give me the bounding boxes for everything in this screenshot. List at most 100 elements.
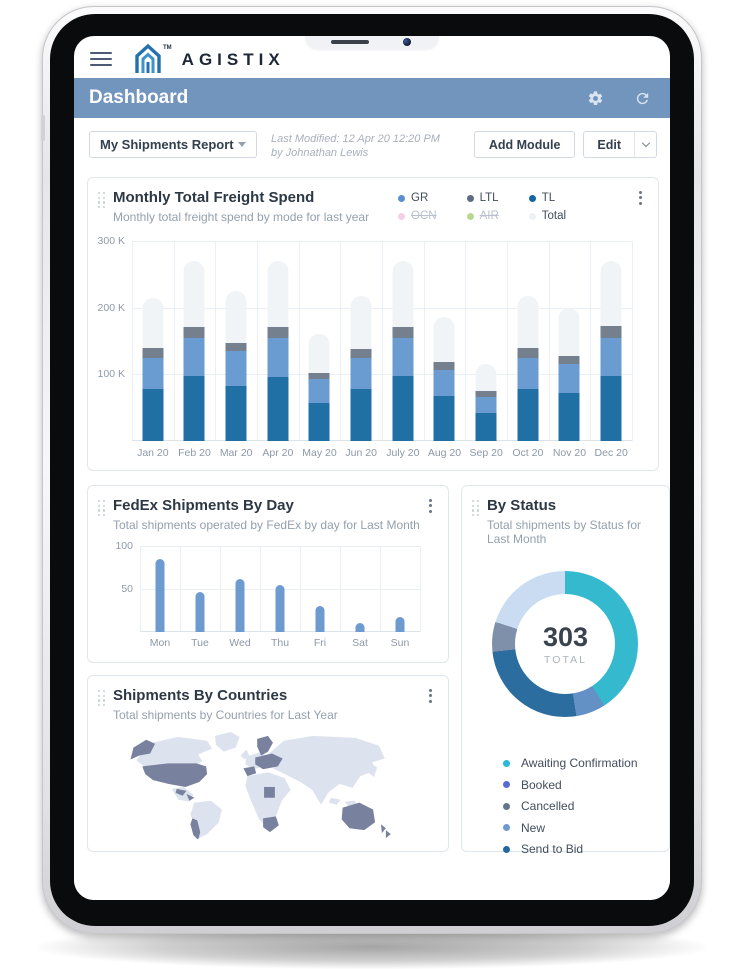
status-legend-item-Booked[interactable]: Booked (503, 778, 669, 792)
refresh-icon[interactable] (634, 90, 651, 107)
legend-label: GR (411, 192, 429, 204)
report-selector[interactable]: My Shipments Report (89, 131, 257, 158)
segment-TL (558, 393, 580, 441)
legend-label: New (521, 820, 546, 835)
freight-bar-Mar-20[interactable] (215, 241, 257, 441)
gridline (298, 241, 300, 441)
edit-button-label[interactable]: Edit (597, 137, 621, 152)
freight-bar-Jan-20[interactable] (132, 241, 174, 441)
stacked-bar[interactable] (267, 327, 289, 441)
x-axis-tick: Mon (149, 637, 171, 649)
card-menu-icon[interactable] (425, 687, 436, 705)
y-axis-tick: 50 (121, 583, 133, 595)
segment-GR (350, 358, 372, 389)
legend-item-TL[interactable]: TL (528, 192, 566, 204)
legend-label: TL (541, 192, 556, 204)
bar[interactable] (275, 584, 285, 632)
edit-dropdown-toggle[interactable] (634, 132, 656, 157)
fedex-bar-Thu[interactable] (260, 546, 300, 632)
bar[interactable] (155, 558, 165, 632)
legend-item-OCN[interactable]: OCN (398, 210, 437, 222)
tablet-bezel: TM AGISTIX Dashboard (50, 14, 694, 926)
bar[interactable] (395, 617, 405, 632)
stacked-bar[interactable] (225, 343, 247, 441)
stacked-bar[interactable] (392, 327, 414, 441)
gridline (507, 241, 508, 441)
status-legend-item-Send-to-Bid[interactable]: Send to Bid (503, 842, 669, 856)
fedex-bar-Wed[interactable] (220, 546, 260, 632)
stacked-bar[interactable] (517, 348, 539, 441)
legend-label: AIR (479, 210, 499, 222)
stacked-bar[interactable] (600, 326, 622, 441)
world-map[interactable] (120, 729, 416, 839)
edit-split-button[interactable]: Edit (583, 131, 657, 158)
fedex-bar-Tue[interactable] (180, 546, 220, 632)
status-total-value: 303 (542, 621, 589, 652)
freight-chart-title: Monthly Total Freight Spend (112, 189, 315, 206)
freight-bar-July-20[interactable] (382, 241, 424, 441)
freight-bar-Apr-20[interactable] (257, 241, 299, 441)
status-legend-item-Cancelled[interactable]: Cancelled (503, 799, 669, 813)
x-axis-tick: Sat (352, 637, 368, 649)
settings-gear-icon[interactable] (587, 90, 604, 107)
segment-TL (392, 376, 414, 441)
freight-bar-Jun-20[interactable] (340, 241, 382, 441)
x-axis-tick: Tue (191, 637, 209, 649)
stacked-bar[interactable] (475, 391, 497, 441)
drag-handle-icon[interactable] (98, 192, 105, 209)
segment-GR (225, 351, 247, 387)
tablet-side-button (41, 115, 45, 141)
drag-handle-icon[interactable] (98, 690, 105, 707)
stacked-bar[interactable] (433, 362, 455, 441)
legend-item-AIR[interactable]: AIR (466, 210, 499, 222)
segment-TL (517, 389, 539, 441)
fedex-bar-Sun[interactable] (380, 546, 420, 632)
gridline (465, 241, 467, 441)
segment-TL (267, 377, 289, 441)
bar[interactable] (355, 623, 365, 632)
freight-bar-Nov-20[interactable] (549, 241, 591, 441)
fedex-bar-Sat[interactable] (340, 546, 380, 632)
freight-bar-Feb-20[interactable] (174, 241, 216, 441)
legend-dot (503, 781, 510, 788)
status-donut-center: 303 TOTAL (492, 571, 638, 717)
fedex-bar-Fri[interactable] (300, 546, 340, 632)
freight-bar-Aug-20[interactable] (424, 241, 466, 441)
stacked-bar[interactable] (558, 355, 580, 441)
x-axis-tick: Mar 20 (219, 447, 253, 459)
status-legend-item-Awaiting-Confirmation[interactable]: Awaiting Confirmation (503, 756, 669, 770)
stacked-bar[interactable] (142, 348, 164, 441)
bar[interactable] (235, 578, 245, 632)
bar[interactable] (195, 591, 205, 632)
gridline (548, 241, 550, 441)
status-legend-item-New[interactable]: New (503, 821, 669, 835)
freight-bar-Oct-20[interactable] (507, 241, 549, 441)
segment-LTL (267, 327, 289, 339)
card-menu-icon[interactable] (425, 497, 436, 515)
bar[interactable] (315, 606, 325, 632)
legend-item-LTL[interactable]: LTL (466, 192, 499, 204)
legend-label: Cancelled (521, 799, 575, 813)
gridline (132, 374, 632, 376)
freight-bar-Dec-20[interactable] (590, 241, 632, 441)
fedex-bar-Mon[interactable] (140, 546, 180, 632)
legend-dot (503, 824, 510, 831)
titlebar: Dashboard (74, 78, 670, 118)
legend-item-GR[interactable]: GR (398, 192, 437, 204)
stacked-bar[interactable] (308, 373, 330, 441)
stacked-bar[interactable] (183, 327, 205, 441)
drag-handle-icon[interactable] (472, 500, 479, 517)
x-axis-tick: Thu (270, 637, 290, 649)
x-axis-line (132, 440, 632, 441)
drag-handle-icon[interactable] (98, 500, 105, 517)
freight-bar-May-20[interactable] (299, 241, 341, 441)
add-module-button[interactable]: Add Module (473, 131, 576, 158)
x-axis-tick: Aug 20 (427, 447, 462, 459)
menu-icon[interactable] (90, 48, 112, 70)
report-selector-value: My Shipments Report (100, 137, 234, 152)
freight-bar-Sep-20[interactable] (465, 241, 507, 441)
legend-label: Booked (521, 777, 562, 792)
stacked-bar[interactable] (350, 349, 372, 441)
legend-item-Total[interactable]: Total (528, 210, 566, 222)
card-menu-icon[interactable] (635, 189, 646, 207)
